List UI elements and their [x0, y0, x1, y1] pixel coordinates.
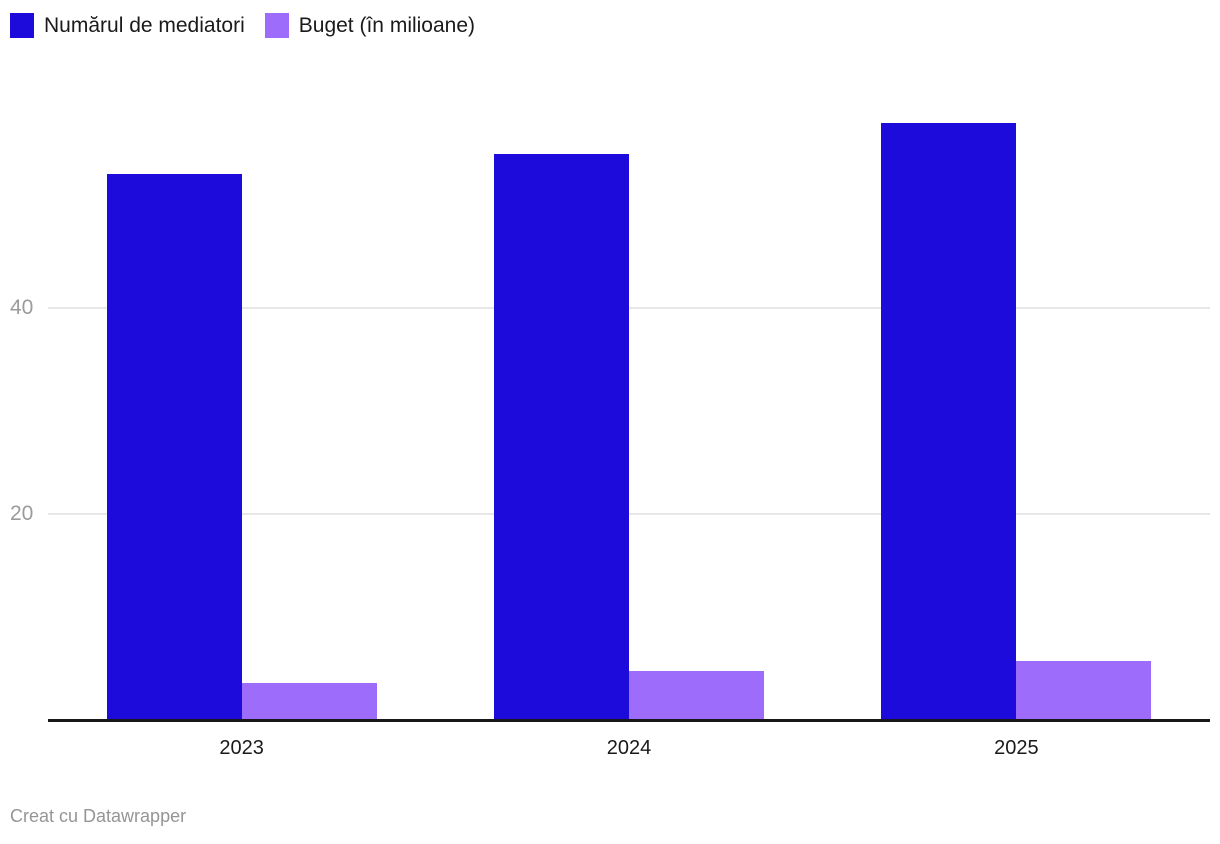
bar-2024-buget[interactable] [629, 670, 764, 720]
y-tick-label-40: 40 [10, 296, 34, 319]
legend-item-buget: Buget (în milioane) [264, 13, 476, 38]
x-label-2025: 2025 [994, 737, 1039, 759]
gridline-40 [48, 307, 1210, 309]
legend-swatch-buget [264, 13, 289, 38]
bar-2023-mediatori[interactable] [106, 174, 242, 720]
legend-swatch-mediatori [10, 13, 34, 38]
x-label-2023: 2023 [219, 737, 264, 759]
legend: Numărul de mediatori Buget (în milioane) [10, 13, 495, 38]
bar-2025-mediatori[interactable] [881, 122, 1017, 720]
legend-item-mediatori: Numărul de mediatori [10, 13, 245, 38]
bar-2025-buget[interactable] [1016, 661, 1152, 720]
datawrapper-attribution-link[interactable]: Creat cu Datawrapper [10, 806, 187, 826]
legend-label-buget: Buget (în milioane) [298, 13, 476, 37]
gridline-20 [48, 513, 1210, 515]
bar-2023-buget[interactable] [241, 682, 377, 720]
y-tick-label-20: 20 [10, 502, 34, 525]
x-axis-line [48, 719, 1210, 722]
bar-2024-mediatori[interactable] [494, 153, 629, 720]
legend-label-mediatori: Numărul de mediatori [44, 13, 245, 37]
x-label-2024: 2024 [606, 737, 652, 759]
